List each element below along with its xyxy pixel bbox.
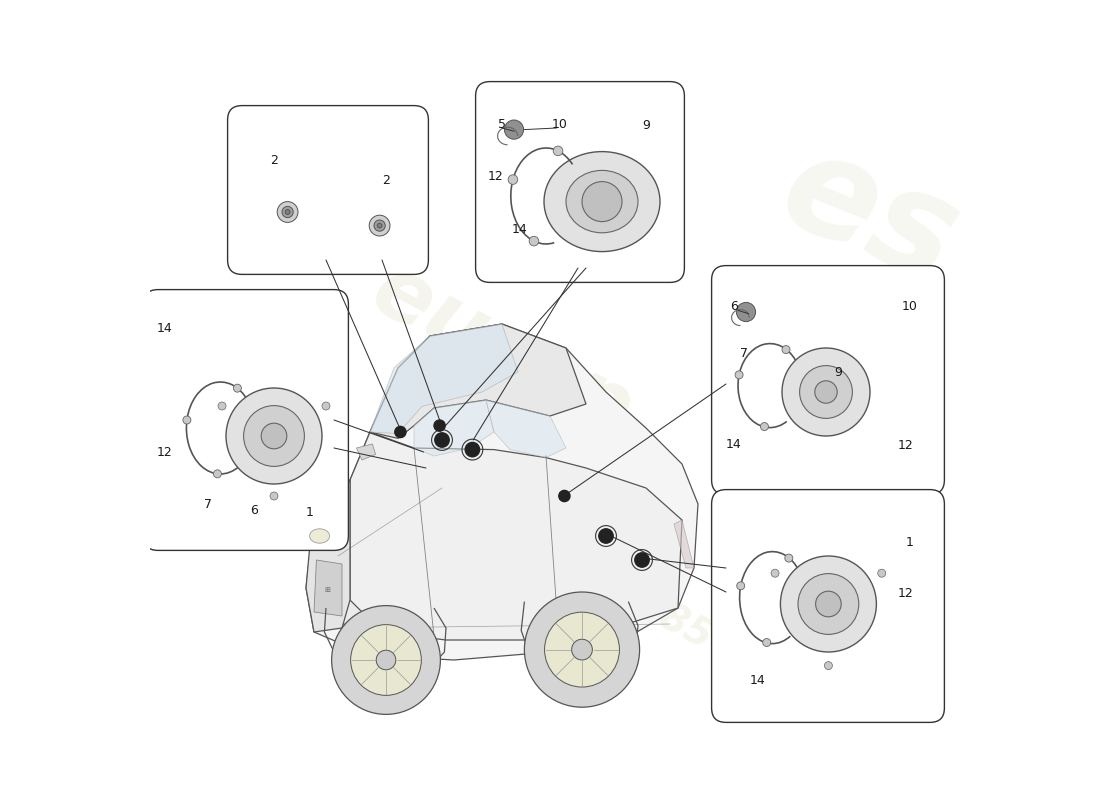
Text: 2: 2 xyxy=(271,154,278,166)
Circle shape xyxy=(572,639,593,660)
Text: es: es xyxy=(762,120,977,312)
Circle shape xyxy=(782,346,790,354)
FancyBboxPatch shape xyxy=(475,82,684,282)
Circle shape xyxy=(553,146,563,156)
Text: since 1985: since 1985 xyxy=(493,512,718,656)
Circle shape xyxy=(529,236,539,246)
Circle shape xyxy=(782,348,870,436)
Circle shape xyxy=(285,210,290,214)
Circle shape xyxy=(213,470,221,478)
Text: 12: 12 xyxy=(898,439,913,452)
Polygon shape xyxy=(306,324,698,660)
Circle shape xyxy=(395,426,406,438)
Text: 12: 12 xyxy=(898,587,913,600)
Text: ⊞: ⊞ xyxy=(324,587,330,594)
Text: 9: 9 xyxy=(642,119,650,132)
Circle shape xyxy=(815,381,837,403)
Text: 9: 9 xyxy=(834,366,842,379)
Circle shape xyxy=(233,384,241,392)
Circle shape xyxy=(218,402,226,410)
Polygon shape xyxy=(314,480,506,628)
Polygon shape xyxy=(314,560,342,616)
Polygon shape xyxy=(306,480,350,632)
Polygon shape xyxy=(370,324,586,438)
FancyBboxPatch shape xyxy=(144,290,349,550)
Circle shape xyxy=(760,422,769,430)
Circle shape xyxy=(377,223,382,228)
Circle shape xyxy=(736,302,756,322)
Text: 14: 14 xyxy=(156,322,173,334)
Circle shape xyxy=(735,371,744,379)
Circle shape xyxy=(771,570,779,578)
Circle shape xyxy=(270,492,278,500)
Text: 6: 6 xyxy=(730,300,738,313)
Circle shape xyxy=(505,120,524,139)
Circle shape xyxy=(374,220,385,231)
Circle shape xyxy=(277,202,298,222)
Text: 12: 12 xyxy=(487,170,504,182)
Circle shape xyxy=(331,606,440,714)
Circle shape xyxy=(582,182,621,222)
Text: 1: 1 xyxy=(906,536,914,549)
Text: 2: 2 xyxy=(382,174,389,186)
Text: 7: 7 xyxy=(739,347,748,360)
Circle shape xyxy=(878,570,886,578)
Circle shape xyxy=(226,388,322,484)
Text: 5: 5 xyxy=(498,118,506,130)
Text: 1: 1 xyxy=(306,506,313,518)
Circle shape xyxy=(737,582,745,590)
Circle shape xyxy=(635,553,649,567)
Circle shape xyxy=(508,174,518,184)
Circle shape xyxy=(183,416,191,424)
Text: 10: 10 xyxy=(552,118,568,130)
Ellipse shape xyxy=(566,170,638,233)
Text: 7: 7 xyxy=(204,498,211,510)
Polygon shape xyxy=(486,400,566,458)
Polygon shape xyxy=(674,520,694,568)
Text: 14: 14 xyxy=(726,438,741,450)
Circle shape xyxy=(322,402,330,410)
Circle shape xyxy=(784,554,793,562)
Circle shape xyxy=(261,423,287,449)
Circle shape xyxy=(282,206,294,218)
Ellipse shape xyxy=(544,151,660,251)
Polygon shape xyxy=(356,444,375,460)
Circle shape xyxy=(243,406,305,466)
Ellipse shape xyxy=(309,529,330,543)
FancyBboxPatch shape xyxy=(228,106,428,274)
Circle shape xyxy=(762,638,771,646)
Circle shape xyxy=(434,433,449,447)
Text: 12: 12 xyxy=(156,446,173,458)
Circle shape xyxy=(465,442,480,457)
Polygon shape xyxy=(350,432,682,640)
Polygon shape xyxy=(370,324,518,434)
Circle shape xyxy=(376,650,396,670)
FancyBboxPatch shape xyxy=(712,490,945,722)
Circle shape xyxy=(780,556,877,652)
Circle shape xyxy=(824,662,833,670)
Circle shape xyxy=(525,592,639,707)
FancyBboxPatch shape xyxy=(712,266,945,494)
Circle shape xyxy=(544,612,619,687)
Text: a passion: a passion xyxy=(414,391,686,569)
Text: europ: europ xyxy=(358,249,647,455)
Circle shape xyxy=(559,490,570,502)
Circle shape xyxy=(351,625,421,695)
Polygon shape xyxy=(414,400,494,456)
Text: 10: 10 xyxy=(902,300,917,313)
Text: 6: 6 xyxy=(250,504,257,517)
Circle shape xyxy=(370,215,390,236)
Circle shape xyxy=(798,574,859,634)
Circle shape xyxy=(434,420,446,431)
Circle shape xyxy=(598,529,613,543)
Text: 14: 14 xyxy=(512,223,528,236)
Text: 14: 14 xyxy=(750,674,766,686)
Circle shape xyxy=(815,591,842,617)
Circle shape xyxy=(800,366,852,418)
